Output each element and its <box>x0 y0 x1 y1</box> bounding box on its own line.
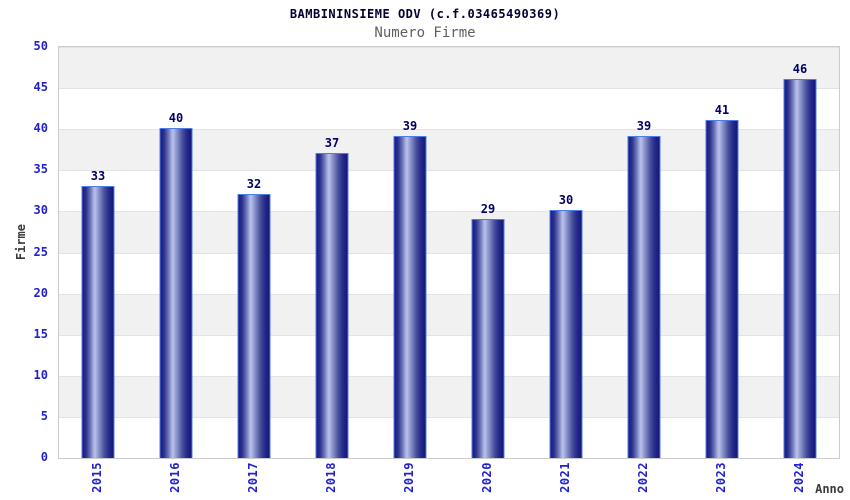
bar-2016 <box>159 128 193 458</box>
plot-area: 33 40 32 37 39 29 30 39 41 46 <box>58 46 840 459</box>
x-tick-slot: 2020 <box>448 462 526 493</box>
bar-slot: 41 <box>683 47 761 458</box>
bar-slot: 39 <box>371 47 449 458</box>
y-tick-label: 30 <box>33 203 48 218</box>
x-tick-label: 2017 <box>246 462 260 493</box>
bars-container: 33 40 32 37 39 29 30 39 41 46 <box>59 47 839 458</box>
bar-value-label: 46 <box>792 61 808 76</box>
bar-2017 <box>237 193 271 458</box>
bar-value-label: 33 <box>90 168 106 183</box>
bar-2021 <box>549 210 583 458</box>
x-tick-label: 2016 <box>168 462 182 493</box>
bar-2024 <box>783 78 817 458</box>
x-tick-label: 2020 <box>480 462 494 493</box>
y-tick-label: 10 <box>33 367 48 382</box>
y-tick-label: 5 <box>40 408 48 423</box>
bar-value-label: 32 <box>246 176 262 191</box>
x-tick-label: 2023 <box>714 462 728 493</box>
x-tick-label: 2015 <box>90 462 104 493</box>
bar-value-label: 41 <box>714 102 730 117</box>
x-axis-ticks: 2015 2016 2017 2018 2019 2020 2021 2022 2023 2024 <box>58 462 838 493</box>
y-tick-label: 0 <box>40 450 48 464</box>
bar-slot: 39 <box>605 47 683 458</box>
y-axis-ticks: 0 5 10 15 20 25 30 35 40 45 50 <box>0 40 52 463</box>
x-tick-slot: 2015 <box>58 462 136 493</box>
bar-slot: 29 <box>449 47 527 458</box>
x-tick-label: 2022 <box>636 462 650 493</box>
y-tick-label: 45 <box>33 80 48 95</box>
bar-slot: 30 <box>527 47 605 458</box>
bar-value-label: 30 <box>558 193 574 208</box>
x-tick-slot: 2021 <box>526 462 604 493</box>
y-tick-label: 15 <box>33 326 48 341</box>
bar-slot: 32 <box>215 47 293 458</box>
x-tick-slot: 2019 <box>370 462 448 493</box>
y-tick-label: 40 <box>33 121 48 136</box>
bar-2022 <box>627 136 661 458</box>
x-tick-label: 2019 <box>402 462 416 493</box>
grid-band <box>59 47 839 89</box>
bar-2023 <box>705 119 739 458</box>
chart-title: BAMBININSIEME ODV (c.f.03465490369) <box>289 7 561 21</box>
bar-2020 <box>471 218 505 458</box>
x-tick-label: 2018 <box>324 462 338 493</box>
x-tick-slot: 2022 <box>604 462 682 493</box>
x-tick-label: 2024 <box>792 462 806 493</box>
bar-2019 <box>393 136 427 458</box>
x-tick-slot: 2016 <box>136 462 214 493</box>
x-tick-slot: 2018 <box>292 462 370 493</box>
bar-value-label: 39 <box>636 119 652 134</box>
x-tick-slot: 2023 <box>682 462 760 493</box>
x-tick-slot: 2017 <box>214 462 292 493</box>
bar-value-label: 39 <box>402 119 418 134</box>
bar-2018 <box>315 152 349 458</box>
bar-value-label: 29 <box>480 201 496 216</box>
bar-value-label: 40 <box>168 111 184 126</box>
bar-2015 <box>81 185 115 458</box>
x-axis-label: Anno <box>815 482 844 496</box>
y-tick-label: 25 <box>33 244 48 259</box>
bar-slot: 37 <box>293 47 371 458</box>
y-tick-label: 35 <box>33 162 48 177</box>
bar-slot: 33 <box>59 47 137 458</box>
bar-value-label: 37 <box>324 135 340 150</box>
chart-subtitle: Numero Firme <box>374 25 476 41</box>
y-tick-label: 20 <box>33 285 48 300</box>
x-tick-label: 2021 <box>558 462 572 493</box>
bar-slot: 40 <box>137 47 215 458</box>
y-tick-label: 50 <box>33 39 48 53</box>
bar-slot: 46 <box>761 47 839 458</box>
